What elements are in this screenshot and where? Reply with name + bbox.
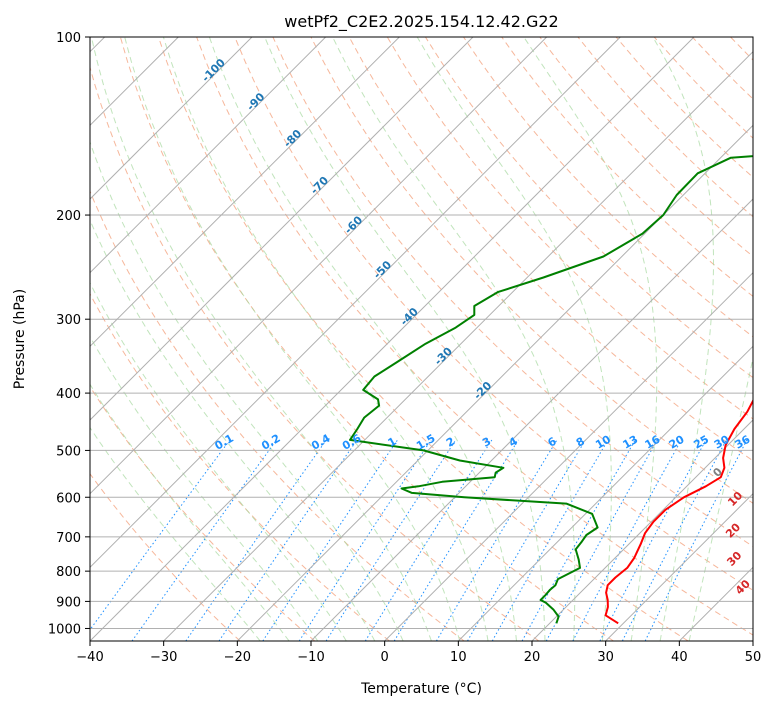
dry-adiabat [463,37,753,338]
mixing-ratio-line [491,439,609,641]
mixing-ratio-line [262,439,399,641]
plot-background [90,37,753,641]
x-tick-label: 10 [450,650,467,665]
moist-adiabat [264,37,546,641]
skewed-isotherm [236,124,753,641]
dry-adiabat [234,37,753,591]
y-tick-label: 600 [56,491,81,506]
mixing-ratio-line [521,439,636,641]
x-tick-label: 30 [597,650,614,665]
skewed-isotherm [752,640,753,641]
skewed-isotherm [90,37,327,274]
mixing-ratio-line [298,439,432,641]
dry-adiabat [90,65,540,641]
temperature-profile-line [604,398,753,625]
mixing-ratio-line [218,439,358,641]
skewed-isotherm [384,271,753,641]
skewed-isotherm [605,492,753,641]
chart-title: wetPf2_C2E2.2025.154.12.42.G22 [284,12,558,32]
dry-adiabat [90,190,465,641]
x-tick-label: 40 [671,650,688,665]
moist-adiabat [523,37,658,641]
dewpoint-profile-line [349,155,753,624]
skewed-isotherm [90,37,253,200]
moist-adiabat [416,37,612,641]
skewed-isotherm [90,37,400,348]
dry-adiabat [501,37,753,298]
mixing-ratio-line [644,439,748,641]
skewed-isotherm [310,198,753,641]
x-tick-label: −10 [297,650,324,665]
dry-adiabat [158,37,689,641]
mixing-ratio-line [364,439,493,641]
y-tick-label: 900 [56,595,81,610]
moist-adiabat [90,383,290,641]
mixing-ratio-line [545,439,658,641]
dry-adiabat [90,385,316,641]
skewed-isotherm [531,419,753,641]
moist-adiabat [90,37,432,641]
x-tick-label: 20 [524,650,541,665]
mixing-ratio-line [325,439,457,641]
plot-frame [89,36,754,642]
moist-adiabat [652,37,714,641]
skewed-isotherm [90,37,548,495]
y-axis-label: Pressure (hPa) [12,289,28,389]
moist-adiabat [332,37,576,641]
y-tick-label: 1000 [48,622,81,637]
moist-adiabat [90,140,404,641]
x-tick-label: −40 [76,650,103,665]
dry-adiabat [424,37,753,379]
dry-adiabat [310,37,753,504]
x-tick-label: −30 [150,650,177,665]
x-axis-label: Temperature (°C) [360,681,482,697]
x-tick-label: −20 [224,650,251,665]
dry-adiabat [386,37,753,420]
moist-adiabat [90,281,347,641]
moist-adiabat [208,37,517,641]
y-tick-label: 300 [56,313,81,328]
moist-adiabat [162,37,489,641]
dry-adiabat [90,472,241,641]
x-tick-label: 50 [745,650,762,665]
y-tick-label: 800 [56,565,81,580]
mixing-ratio-line [435,439,558,641]
dry-adiabat [272,37,753,547]
y-tick-label: 100 [56,31,81,46]
y-tick-label: 200 [56,209,81,224]
skewed-isotherm [90,37,621,569]
y-tick-label: 500 [56,444,81,459]
moist-adiabat [124,37,461,641]
dry-adiabat [90,292,390,641]
y-tick-label: 700 [56,531,81,546]
mixing-ratio-line [185,439,327,641]
moist-adiabat [90,335,319,641]
skewed-isotherm [163,50,753,641]
moist-adiabat [90,426,261,641]
skewed-isotherm [90,37,695,641]
moist-adiabat [90,218,376,641]
x-tick-label: 0 [381,650,389,665]
mixing-ratio-line [467,439,586,641]
skewed-isotherm [90,37,474,421]
moist-adiabat [688,355,753,641]
mixing-ratio-line [90,439,231,631]
y-tick-label: 400 [56,387,81,402]
skewed-isotherm [457,345,753,641]
